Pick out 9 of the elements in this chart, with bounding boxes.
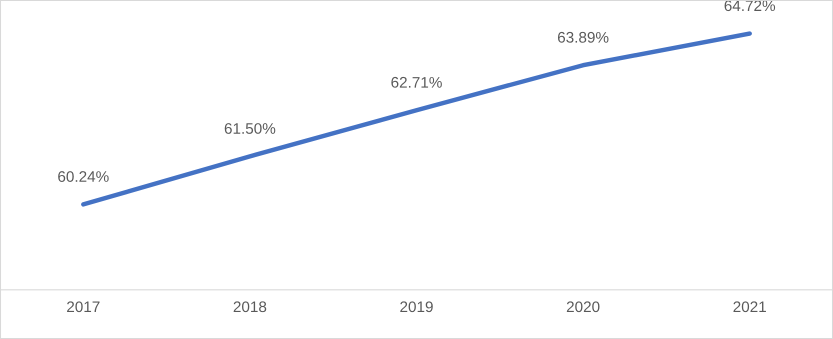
data-label: 60.24%	[58, 171, 109, 182]
x-tick-label: 2017	[67, 301, 100, 312]
data-label: 61.50%	[224, 123, 276, 134]
data-label: 63.89%	[558, 32, 608, 43]
x-tick-label: 2018	[234, 301, 266, 312]
x-tick-label: 2020	[566, 301, 600, 312]
x-tick-label: 2021	[733, 301, 766, 312]
x-tick-label: 2019	[400, 301, 433, 312]
data-label: 62.71%	[391, 76, 442, 88]
